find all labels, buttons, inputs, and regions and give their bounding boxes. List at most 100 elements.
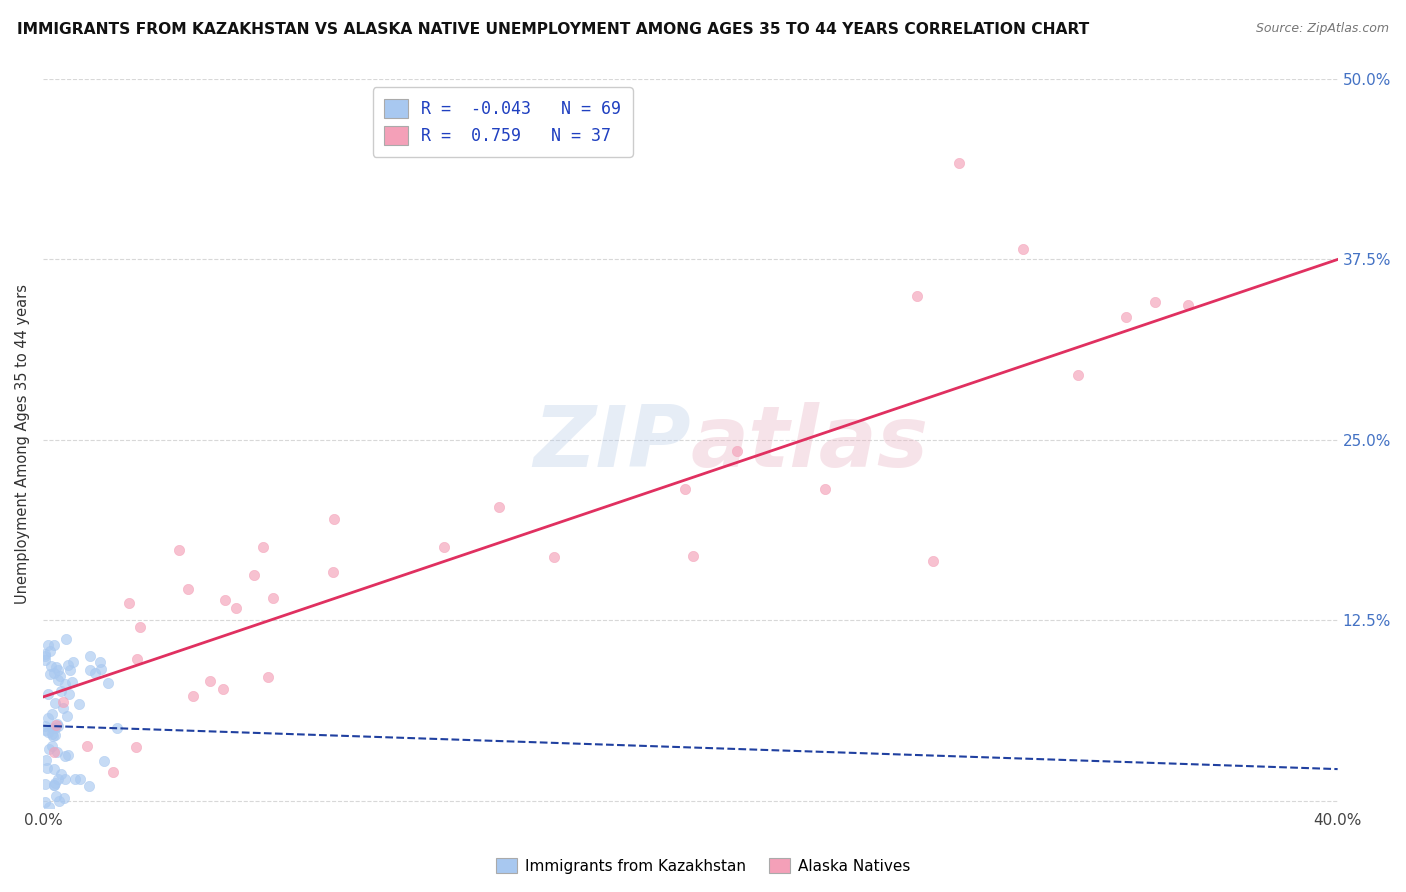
Point <box>55 632 77 647</box>
Point <box>176 582 198 597</box>
Point <box>34 652 56 666</box>
Point <box>45 718 67 732</box>
Point <box>673 483 696 497</box>
Point <box>169 543 191 558</box>
Point <box>433 540 456 554</box>
Point <box>124 739 146 754</box>
Point <box>48 794 70 808</box>
Point <box>63 772 86 787</box>
Point <box>58 687 80 701</box>
Point <box>128 620 150 634</box>
Point <box>44 775 66 789</box>
Point <box>44 728 66 742</box>
Point <box>198 674 221 689</box>
Point <box>53 791 76 805</box>
Point <box>41 729 63 743</box>
Point <box>37 687 59 701</box>
Point <box>35 761 58 775</box>
Point <box>49 684 72 698</box>
Point <box>243 567 266 582</box>
Point <box>59 663 82 677</box>
Point <box>42 638 65 652</box>
Point <box>38 666 60 681</box>
Point <box>41 739 63 754</box>
Point <box>725 444 748 458</box>
Point <box>67 697 90 711</box>
Point <box>46 673 69 687</box>
Point <box>1067 368 1090 382</box>
Point <box>79 663 101 677</box>
Point <box>37 710 59 724</box>
Point <box>118 595 141 609</box>
Point <box>34 795 56 809</box>
Point <box>84 666 107 681</box>
Point <box>37 724 59 739</box>
Point <box>34 777 56 791</box>
Point <box>48 669 70 683</box>
Point <box>1115 310 1137 324</box>
Point <box>181 690 204 704</box>
Point <box>44 721 66 735</box>
Point <box>257 670 280 684</box>
Point <box>90 662 112 676</box>
Point <box>321 565 343 579</box>
Point <box>921 554 943 568</box>
Point <box>79 649 101 664</box>
Point <box>52 701 75 715</box>
Point <box>93 754 115 768</box>
Point <box>53 677 76 691</box>
Text: atlas: atlas <box>690 402 928 485</box>
Point <box>60 674 83 689</box>
Point <box>38 741 60 756</box>
Point <box>212 681 235 696</box>
Point <box>42 665 65 680</box>
Point <box>97 676 120 690</box>
Point <box>45 745 67 759</box>
Point <box>682 549 704 563</box>
Point <box>34 648 56 662</box>
Point <box>56 708 79 723</box>
Legend: R =  -0.043   N = 69, R =  0.759   N = 37: R = -0.043 N = 69, R = 0.759 N = 37 <box>373 87 633 157</box>
Point <box>488 500 510 514</box>
Point <box>76 739 98 754</box>
Point <box>46 772 69 786</box>
Point <box>34 649 56 664</box>
Point <box>39 643 62 657</box>
Point <box>46 663 69 677</box>
Point <box>69 772 91 786</box>
Point <box>948 155 970 169</box>
Point <box>49 767 72 781</box>
Point <box>46 719 69 733</box>
Point <box>35 753 58 767</box>
Point <box>56 747 79 762</box>
Point <box>53 749 76 764</box>
Point <box>101 764 124 779</box>
Point <box>814 482 837 496</box>
Point <box>42 745 65 759</box>
Point <box>41 727 63 741</box>
Text: IMMIGRANTS FROM KAZAKHSTAN VS ALASKA NATIVE UNEMPLOYMENT AMONG AGES 35 TO 44 YEA: IMMIGRANTS FROM KAZAKHSTAN VS ALASKA NAT… <box>17 22 1090 37</box>
Point <box>41 721 63 735</box>
Point <box>34 723 56 738</box>
Point <box>41 707 63 722</box>
Point <box>214 592 236 607</box>
Point <box>1012 242 1035 256</box>
Point <box>322 512 344 526</box>
Point <box>105 721 128 735</box>
Point <box>1177 298 1199 312</box>
Point <box>56 657 79 672</box>
Text: Source: ZipAtlas.com: Source: ZipAtlas.com <box>1256 22 1389 36</box>
Point <box>1143 294 1166 309</box>
Point <box>52 695 75 709</box>
Point <box>38 800 60 814</box>
Point <box>89 655 111 669</box>
Point <box>45 717 67 731</box>
Point <box>77 779 100 793</box>
Point <box>44 696 66 710</box>
Y-axis label: Unemployment Among Ages 35 to 44 years: Unemployment Among Ages 35 to 44 years <box>15 284 30 604</box>
Point <box>225 601 247 615</box>
Point <box>55 772 77 786</box>
Point <box>42 762 65 776</box>
Point <box>252 540 274 554</box>
Point <box>62 655 84 669</box>
